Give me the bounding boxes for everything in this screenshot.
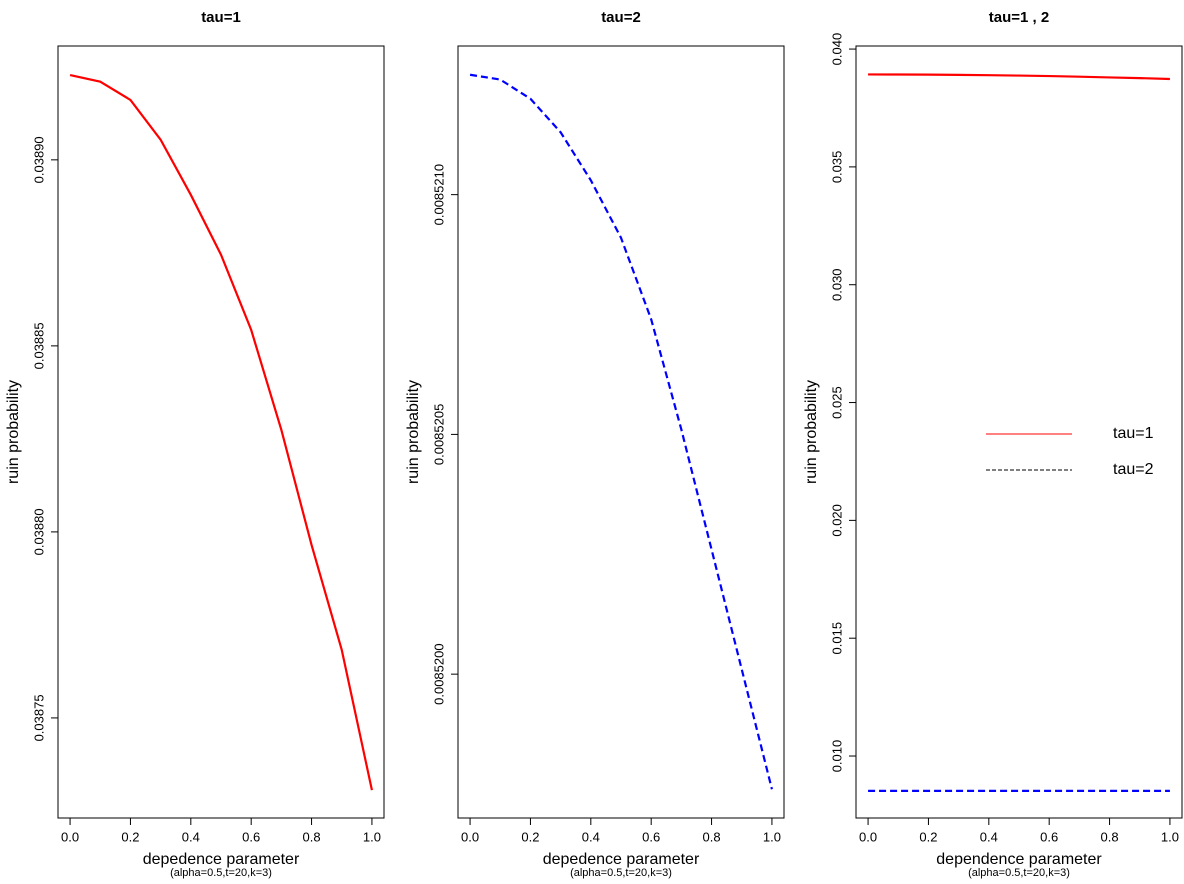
data-line [69, 73, 374, 791]
y-tick-label: 0.040 [829, 33, 844, 66]
y-tick-label: 0.03875 [31, 694, 46, 741]
x-tick-label: 0.6 [242, 829, 260, 844]
y-tick-label: 0.0085205 [431, 404, 446, 465]
y-axis-label: ruin probability [5, 380, 22, 484]
x-tick-label: 1.0 [763, 829, 781, 844]
chart-title: tau=1 [201, 9, 241, 26]
y-tick-label: 0.015 [829, 622, 844, 655]
y-tick-label: 0.025 [829, 386, 844, 419]
x-tick-label: 0.4 [980, 829, 998, 844]
y-tick-label: 0.030 [829, 268, 844, 301]
x-tick-label: 0.6 [642, 829, 660, 844]
legend-label: tau=1 [1113, 425, 1154, 442]
y-tick-label: 0.020 [829, 504, 844, 537]
y-tick-label: 0.03885 [31, 322, 46, 369]
x-tick-label: 0.6 [1040, 829, 1058, 844]
plot-frame [457, 45, 785, 819]
y-axis-label: ruin probability [405, 380, 422, 484]
chart-title: tau=1 , 2 [989, 9, 1049, 26]
y-tick-label: 0.035 [829, 151, 844, 184]
x-tick-label: 0.2 [121, 829, 139, 844]
x-tick-label: 0.8 [303, 829, 321, 844]
x-tick-label: 0.0 [61, 829, 79, 844]
x-tick-label: 0.8 [1101, 829, 1119, 844]
data-line [469, 73, 773, 790]
x-tick-label: 0.2 [919, 829, 937, 844]
plot-frame [855, 45, 1183, 819]
x-tick-label: 0.0 [859, 829, 877, 844]
x-tick-label: 1.0 [363, 829, 381, 844]
y-tick-label: 0.0085210 [431, 164, 446, 225]
x-axis-label: depedence parameter [143, 851, 300, 868]
y-tick-label: 0.0085200 [431, 643, 446, 704]
x-tick-label: 0.2 [521, 829, 539, 844]
x-axis-label: dependence parameter [936, 851, 1102, 868]
x-tick-label: 1.0 [1161, 829, 1179, 844]
x-axis-label: depedence parameter [543, 851, 700, 868]
x-tick-label: 0.8 [703, 829, 721, 844]
x-tick-label: 0.0 [461, 829, 479, 844]
legend-label: tau=2 [1113, 461, 1154, 478]
y-tick-label: 0.010 [829, 740, 844, 773]
y-axis-label: ruin probability [803, 380, 820, 484]
subtitle: (alpha=0.5,t=20,k=3) [968, 867, 1070, 879]
subtitle: (alpha=0.5,t=20,k=3) [570, 867, 672, 879]
x-tick-label: 0.4 [182, 829, 200, 844]
subtitle: (alpha=0.5,t=20,k=3) [170, 867, 272, 879]
x-tick-label: 0.4 [582, 829, 600, 844]
y-tick-label: 0.03880 [31, 508, 46, 555]
chart-title: tau=2 [601, 9, 641, 26]
plot-frame [57, 45, 385, 819]
data-line [868, 73, 1170, 81]
y-tick-label: 0.03890 [31, 136, 46, 183]
